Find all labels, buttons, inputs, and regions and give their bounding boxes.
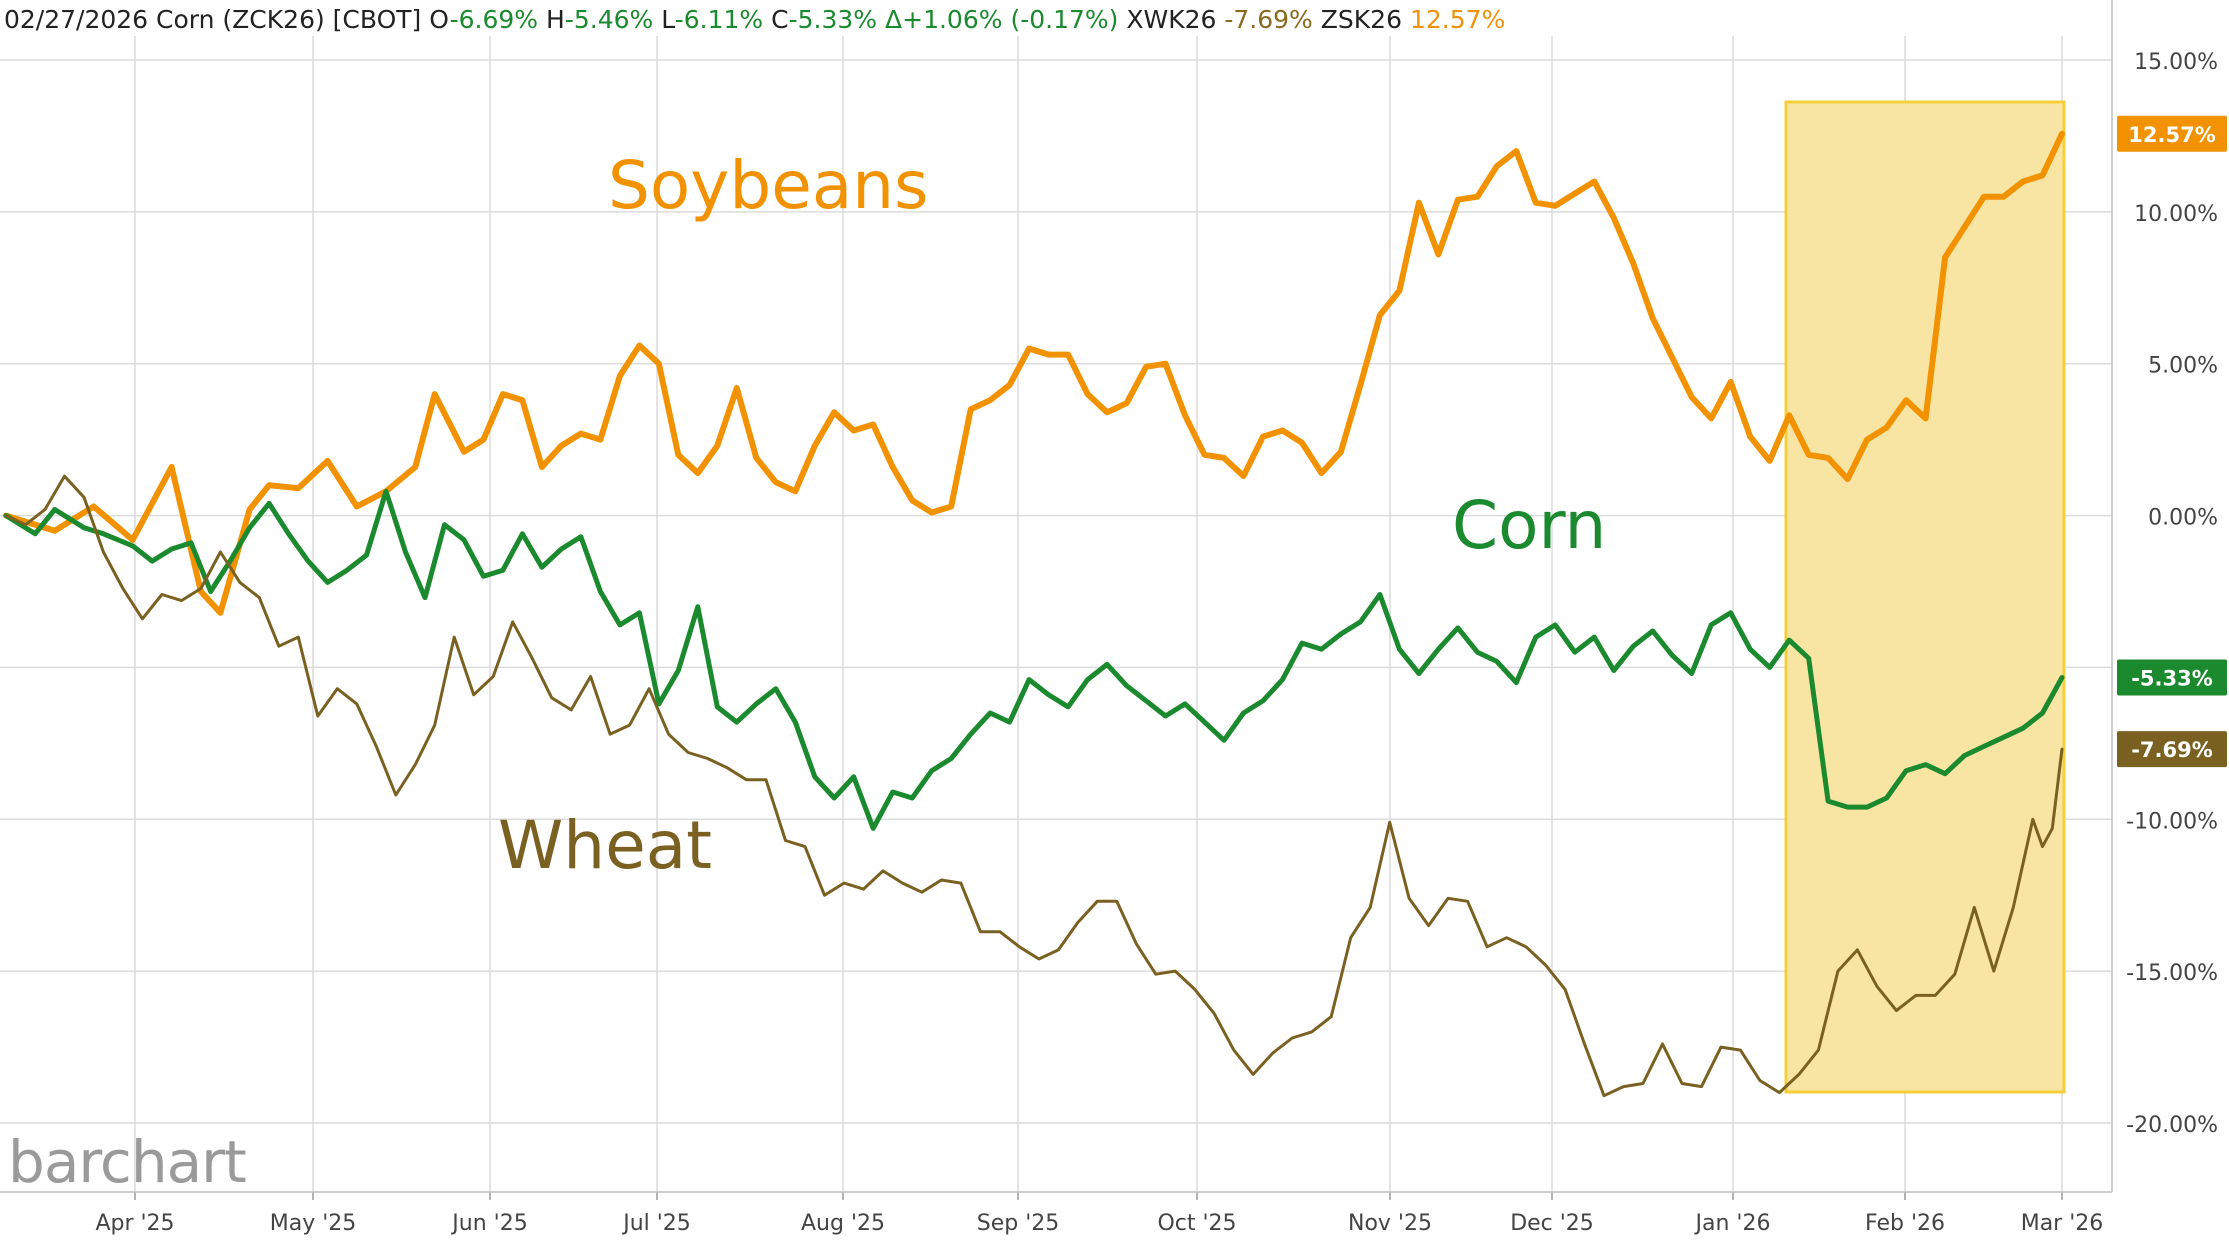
header-date: 02/27/2026 — [4, 5, 149, 34]
highlight-layer — [1784, 100, 2066, 1094]
header-low: -6.11% — [674, 5, 764, 34]
y-tick-label: -20.00% — [2126, 1113, 2218, 1138]
y-tick-label: 10.00% — [2134, 202, 2218, 227]
series-line-soybeans — [3, 130, 2065, 616]
header-wheat-value: -7.69% — [1224, 5, 1313, 34]
header-change: Δ+1.06% (-0.17%) — [885, 5, 1119, 34]
header-soy-symbol: ZSK26 — [1320, 5, 1402, 34]
last-value-badge-corn: -5.33% — [2117, 659, 2227, 696]
header-open-label: O — [429, 5, 450, 34]
y-tick-label: 15.00% — [2134, 50, 2218, 75]
y-tick-label: 0.00% — [2148, 506, 2218, 531]
last-value-bg-corn — [2117, 659, 2227, 696]
last-value-badge-soybeans: 12.57% — [2117, 115, 2227, 152]
header-wheat-symbol: XWK26 — [1126, 5, 1217, 34]
last-value-text-wheat: -7.69% — [2131, 738, 2213, 762]
grid-layer — [0, 36, 2112, 1192]
annotation-layer: Soybeans Corn Wheat — [498, 147, 1606, 884]
header-high: -5.46% — [564, 5, 654, 34]
x-tick-label: Jun '25 — [450, 1211, 527, 1236]
y-tick-label: 5.00% — [2148, 354, 2218, 379]
last-value-text-soybeans: 12.57% — [2128, 123, 2215, 147]
x-tick-label: Apr '25 — [95, 1211, 174, 1236]
x-tick-label: Mar '26 — [2021, 1211, 2104, 1236]
x-tick-label: Jan '26 — [1694, 1211, 1771, 1236]
header-low-label: L — [661, 5, 675, 34]
header-high-label: H — [546, 5, 565, 34]
x-tick-label: Nov '25 — [1348, 1211, 1432, 1236]
x-tick-label: Feb '26 — [1865, 1211, 1945, 1236]
annotation-soybeans: Soybeans — [608, 147, 929, 224]
header-symbol: Corn (ZCK26) [CBOT] — [156, 5, 422, 34]
header-soy-value: 12.57% — [1409, 5, 1506, 34]
series-layer — [3, 130, 2065, 1098]
x-tick-label: May '25 — [270, 1211, 357, 1236]
annotation-corn: Corn — [1452, 487, 1606, 564]
y-tick-label: -15.00% — [2126, 961, 2218, 986]
last-value-labels: 12.57% -5.33% -7.69% — [2117, 115, 2227, 768]
x-tick-label: Oct '25 — [1157, 1211, 1236, 1236]
x-tick-label: Aug '25 — [801, 1211, 885, 1236]
last-value-bg-soybeans — [2117, 115, 2227, 152]
highlight-box — [1784, 100, 2066, 1094]
y-tick-label: -10.00% — [2126, 809, 2218, 834]
x-tick-label: Jul '25 — [621, 1211, 691, 1236]
last-value-bg-wheat — [2117, 731, 2227, 768]
header-open: -6.69% — [449, 5, 539, 34]
series-line-wheat — [4, 474, 2064, 1098]
header-close: -5.33% — [788, 5, 878, 34]
last-value-badge-wheat: -7.69% — [2117, 731, 2227, 768]
series-line-corn — [3, 488, 2065, 831]
annotation-wheat: Wheat — [498, 807, 712, 884]
quote-header: 02/27/2026 Corn (ZCK26) [CBOT] O-6.69% H… — [4, 2, 1505, 38]
barchart-logo: barchart — [8, 1128, 247, 1196]
x-tick-label: Dec '25 — [1510, 1211, 1594, 1236]
last-value-text-corn: -5.33% — [2131, 666, 2213, 690]
header-close-label: C — [771, 5, 789, 34]
x-tick-label: Sep '25 — [977, 1211, 1060, 1236]
